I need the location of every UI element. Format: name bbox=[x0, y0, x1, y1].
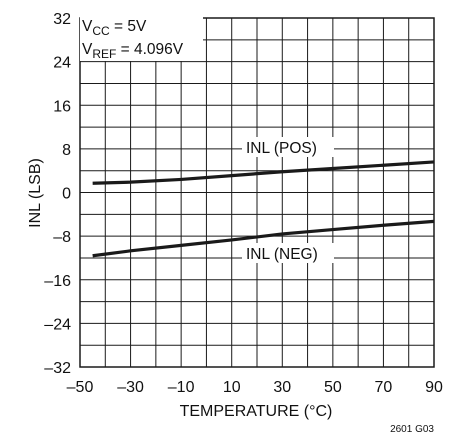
grid bbox=[80, 18, 434, 367]
plot-frame bbox=[79, 17, 435, 368]
y-tick-label: 32 bbox=[53, 11, 71, 28]
y-axis-title: INL (LSB) bbox=[27, 158, 44, 228]
neg-label-background bbox=[242, 243, 334, 263]
y-tick-label: 16 bbox=[53, 98, 71, 115]
y-tick-label: –24 bbox=[44, 316, 71, 333]
x-tick-label: 30 bbox=[273, 379, 291, 396]
y-tick-label: –32 bbox=[44, 360, 71, 377]
series-label-inl-neg: INL (NEG) bbox=[246, 246, 318, 263]
series-group bbox=[92, 160, 435, 258]
vref-annotation: VREF = 4.096V bbox=[82, 41, 184, 61]
y-tick-label: –16 bbox=[44, 273, 71, 290]
x-axis-title: TEMPERATURE (°C) bbox=[180, 403, 333, 420]
y-tick-label: 8 bbox=[62, 142, 71, 159]
pos-label-background bbox=[242, 137, 334, 157]
y-tick-label: 0 bbox=[62, 186, 71, 203]
y-tick-label: 24 bbox=[53, 55, 71, 72]
x-tick-labels: –50 –30 –10 10 30 50 70 90 bbox=[67, 379, 443, 396]
x-tick-label: 10 bbox=[223, 379, 241, 396]
y-tick-label: –8 bbox=[53, 229, 71, 246]
x-tick-label: 50 bbox=[324, 379, 342, 396]
figure-id: 2601 G03 bbox=[390, 424, 434, 435]
series-label-inl-pos: INL (POS) bbox=[246, 140, 317, 157]
y-tick-labels: 32 24 16 8 0 –8 –16 –24 –32 bbox=[44, 11, 71, 377]
x-tick-label: –50 bbox=[67, 379, 94, 396]
vcc-annotation: VCC = 5V bbox=[82, 18, 147, 38]
supply-annotation-background bbox=[80, 11, 203, 61]
x-tick-label: 70 bbox=[375, 379, 393, 396]
x-tick-label: –30 bbox=[117, 379, 144, 396]
x-tick-label: –10 bbox=[168, 379, 195, 396]
x-tick-label: 90 bbox=[425, 379, 443, 396]
plot-border bbox=[79, 17, 435, 368]
series-line-inl-neg bbox=[92, 219, 435, 258]
series-line-inl-pos bbox=[92, 160, 435, 185]
